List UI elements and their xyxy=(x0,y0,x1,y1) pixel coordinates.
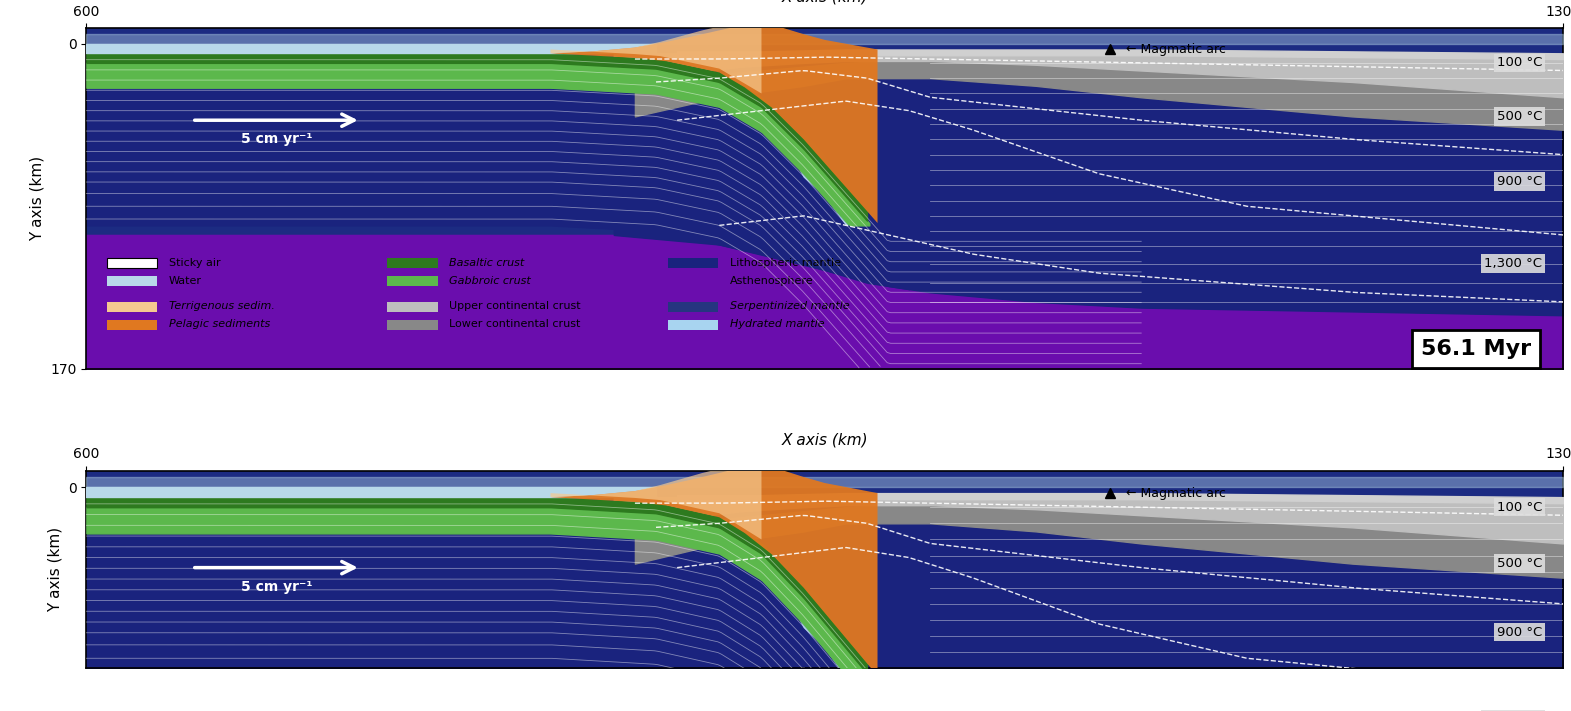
Text: 500 °C: 500 °C xyxy=(1497,557,1543,570)
Text: 900 °C: 900 °C xyxy=(1497,626,1543,638)
Polygon shape xyxy=(550,25,762,93)
Text: 5 cm yr⁻¹: 5 cm yr⁻¹ xyxy=(240,132,313,146)
Y-axis label: Y axis (km): Y axis (km) xyxy=(47,527,63,612)
Text: 5 cm yr⁻¹: 5 cm yr⁻¹ xyxy=(240,579,313,594)
Polygon shape xyxy=(793,149,856,225)
Text: 1,300 °C: 1,300 °C xyxy=(1485,257,1543,270)
Text: 56.1 Myr: 56.1 Myr xyxy=(1422,339,1532,359)
Polygon shape xyxy=(793,598,856,678)
Text: ← Magmatic arc: ← Magmatic arc xyxy=(1126,486,1227,500)
Text: 500 °C: 500 °C xyxy=(1497,110,1543,123)
Y-axis label: Y axis (km): Y axis (km) xyxy=(30,156,44,241)
X-axis label: X axis (km): X axis (km) xyxy=(781,0,869,5)
Polygon shape xyxy=(550,25,878,223)
Polygon shape xyxy=(789,128,836,193)
Polygon shape xyxy=(550,467,762,540)
Polygon shape xyxy=(550,467,878,676)
Text: 900 °C: 900 °C xyxy=(1497,175,1543,188)
Polygon shape xyxy=(789,576,836,644)
Text: ← Magmatic arc: ← Magmatic arc xyxy=(1126,43,1227,56)
X-axis label: X axis (km): X axis (km) xyxy=(781,432,869,447)
Text: 100 °C: 100 °C xyxy=(1497,501,1543,514)
Text: 100 °C: 100 °C xyxy=(1497,56,1543,70)
